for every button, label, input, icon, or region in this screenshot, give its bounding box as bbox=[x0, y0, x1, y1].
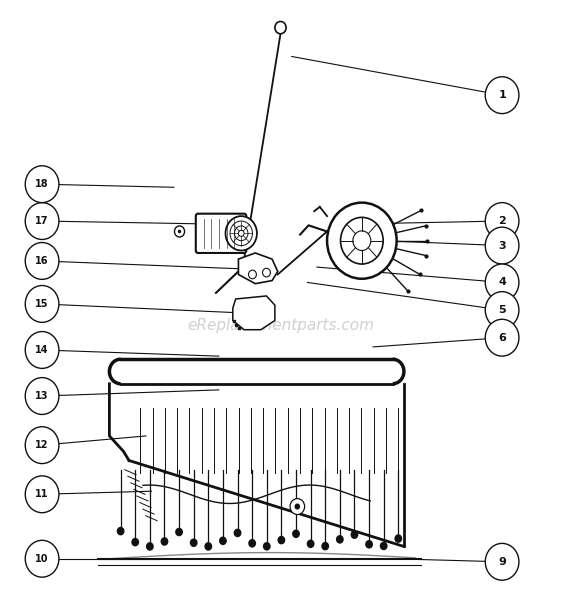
Circle shape bbox=[278, 536, 286, 545]
Circle shape bbox=[307, 540, 315, 548]
Circle shape bbox=[204, 542, 212, 551]
Text: 17: 17 bbox=[35, 216, 49, 226]
Text: 15: 15 bbox=[35, 299, 49, 309]
Circle shape bbox=[131, 538, 139, 546]
Circle shape bbox=[485, 77, 519, 114]
Circle shape bbox=[160, 537, 168, 546]
Polygon shape bbox=[238, 253, 278, 284]
Circle shape bbox=[290, 499, 305, 515]
Circle shape bbox=[485, 203, 519, 239]
Circle shape bbox=[341, 217, 383, 264]
Text: 3: 3 bbox=[498, 241, 506, 251]
Text: 2: 2 bbox=[498, 216, 506, 226]
Circle shape bbox=[25, 427, 59, 464]
Circle shape bbox=[25, 378, 59, 414]
Circle shape bbox=[336, 535, 344, 543]
Circle shape bbox=[233, 529, 241, 537]
Text: 13: 13 bbox=[35, 391, 49, 401]
Text: 10: 10 bbox=[35, 554, 49, 564]
Circle shape bbox=[485, 227, 519, 264]
Circle shape bbox=[25, 203, 59, 239]
Circle shape bbox=[275, 21, 286, 34]
Circle shape bbox=[485, 543, 519, 580]
Circle shape bbox=[321, 542, 329, 550]
Circle shape bbox=[25, 243, 59, 279]
Text: 5: 5 bbox=[498, 305, 506, 315]
Polygon shape bbox=[233, 296, 275, 330]
Circle shape bbox=[485, 292, 519, 328]
Circle shape bbox=[25, 166, 59, 203]
Circle shape bbox=[327, 203, 397, 279]
Circle shape bbox=[178, 230, 181, 233]
Circle shape bbox=[25, 286, 59, 322]
Circle shape bbox=[365, 540, 373, 548]
Circle shape bbox=[190, 538, 197, 547]
Circle shape bbox=[25, 476, 59, 513]
Circle shape bbox=[295, 503, 300, 510]
Circle shape bbox=[249, 270, 256, 279]
Circle shape bbox=[292, 529, 300, 538]
Circle shape bbox=[219, 537, 227, 545]
Circle shape bbox=[174, 226, 185, 237]
Text: 14: 14 bbox=[35, 345, 49, 355]
Text: eReplacementparts.com: eReplacementparts.com bbox=[187, 318, 374, 333]
Circle shape bbox=[485, 264, 519, 301]
Circle shape bbox=[351, 530, 358, 539]
Circle shape bbox=[146, 542, 154, 551]
Circle shape bbox=[485, 319, 519, 356]
Circle shape bbox=[353, 231, 371, 251]
Text: 6: 6 bbox=[498, 333, 506, 343]
Circle shape bbox=[25, 332, 59, 368]
Text: 16: 16 bbox=[35, 256, 49, 266]
Circle shape bbox=[263, 268, 270, 277]
Circle shape bbox=[25, 540, 59, 577]
FancyBboxPatch shape bbox=[196, 214, 246, 253]
Circle shape bbox=[117, 527, 125, 535]
Circle shape bbox=[226, 216, 257, 251]
Text: 4: 4 bbox=[498, 278, 506, 287]
Circle shape bbox=[248, 539, 256, 548]
Text: 11: 11 bbox=[35, 489, 49, 499]
Text: 12: 12 bbox=[35, 440, 49, 450]
Circle shape bbox=[263, 542, 271, 551]
Circle shape bbox=[394, 534, 402, 543]
Circle shape bbox=[380, 542, 388, 550]
Circle shape bbox=[175, 527, 183, 536]
Text: 1: 1 bbox=[498, 90, 506, 100]
Text: 18: 18 bbox=[35, 179, 49, 189]
Text: 9: 9 bbox=[498, 557, 506, 567]
